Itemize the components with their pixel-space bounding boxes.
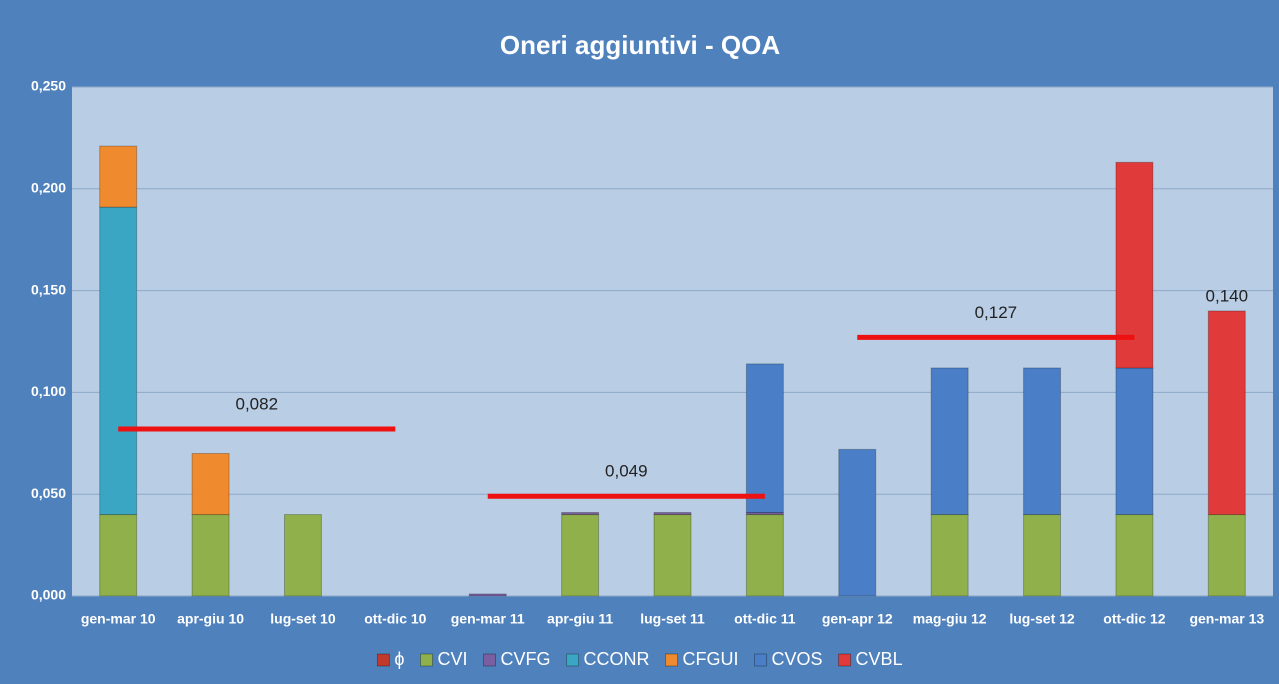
bar-segment	[191, 514, 230, 597]
legend-swatch	[838, 653, 852, 667]
bar-segment	[283, 514, 322, 597]
bar-segment	[468, 593, 507, 597]
legend: ϕ CVI CVFG CCONR CFGUI CVOS CVBL	[376, 649, 903, 669]
annotation-label: 0,049	[605, 462, 648, 481]
y-tick-label: 0,200	[31, 180, 66, 196]
x-tick-label: apr-giu 11	[547, 611, 613, 627]
legend-swatch	[665, 653, 679, 667]
x-tick-label: lug-set 11	[640, 611, 705, 627]
x-tick-label: gen-mar 11	[451, 611, 525, 627]
x-tick-label: gen-mar 13	[1189, 611, 1264, 627]
bar-segment	[1207, 310, 1246, 516]
bar-segment	[99, 514, 138, 597]
legend-label: CVBL	[856, 649, 903, 669]
annotation-label: 0,082	[235, 395, 278, 414]
plot-area	[72, 87, 1273, 596]
bar-segment	[930, 367, 969, 516]
bar-segment	[1023, 514, 1062, 597]
annotation-label: 0,140	[1206, 286, 1249, 305]
bar-segment	[930, 514, 969, 597]
bar-segment	[1115, 514, 1154, 597]
x-tick-label: lug-set 12	[1009, 611, 1075, 627]
chart-title: Oneri aggiuntivi - QOA	[500, 30, 780, 60]
bar-segment	[99, 145, 138, 208]
y-tick-label: 0,250	[31, 78, 66, 94]
legend-label: CVI	[438, 649, 468, 669]
x-tick-label: ott-dic 11	[734, 611, 796, 627]
bar-segment	[1115, 367, 1154, 516]
legend-label: ϕ	[394, 649, 404, 669]
x-tick-label: lug-set 10	[270, 611, 336, 627]
bar-segment	[561, 514, 600, 597]
y-tick-label: 0,050	[31, 485, 66, 501]
bar-segment	[561, 512, 600, 516]
y-tick-label: 0,000	[31, 587, 66, 603]
legend-swatch	[420, 653, 434, 667]
bar-segment	[99, 206, 138, 516]
y-tick-label: 0,100	[31, 383, 66, 399]
bar-segment	[745, 363, 784, 514]
legend-label: CFGUI	[683, 649, 739, 669]
annotation-label: 0,127	[975, 303, 1018, 322]
legend-swatch	[376, 653, 390, 667]
bar-segment	[745, 514, 784, 597]
bar-segment	[1115, 161, 1154, 369]
x-tick-label: ott-dic 12	[1103, 611, 1165, 627]
legend-swatch	[754, 653, 768, 667]
bar-segment	[653, 512, 692, 516]
legend-swatch	[483, 653, 497, 667]
x-tick-label: gen-mar 10	[81, 611, 156, 627]
legend-label: CCONR	[584, 649, 650, 669]
legend-label: CVFG	[501, 649, 551, 669]
legend-swatch	[566, 653, 580, 667]
x-tick-label: gen-apr 12	[822, 611, 893, 627]
y-tick-label: 0,150	[31, 281, 66, 297]
bar-segment	[191, 452, 230, 516]
bar-segment	[1023, 367, 1062, 516]
x-tick-label: mag-giu 12	[913, 611, 987, 627]
bar-segment	[838, 448, 877, 597]
legend-label: CVOS	[772, 649, 823, 669]
x-tick-label: apr-giu 10	[177, 611, 244, 627]
bar-segment	[653, 514, 692, 597]
bar-segment	[1207, 514, 1246, 597]
x-tick-label: ott-dic 10	[364, 611, 426, 627]
